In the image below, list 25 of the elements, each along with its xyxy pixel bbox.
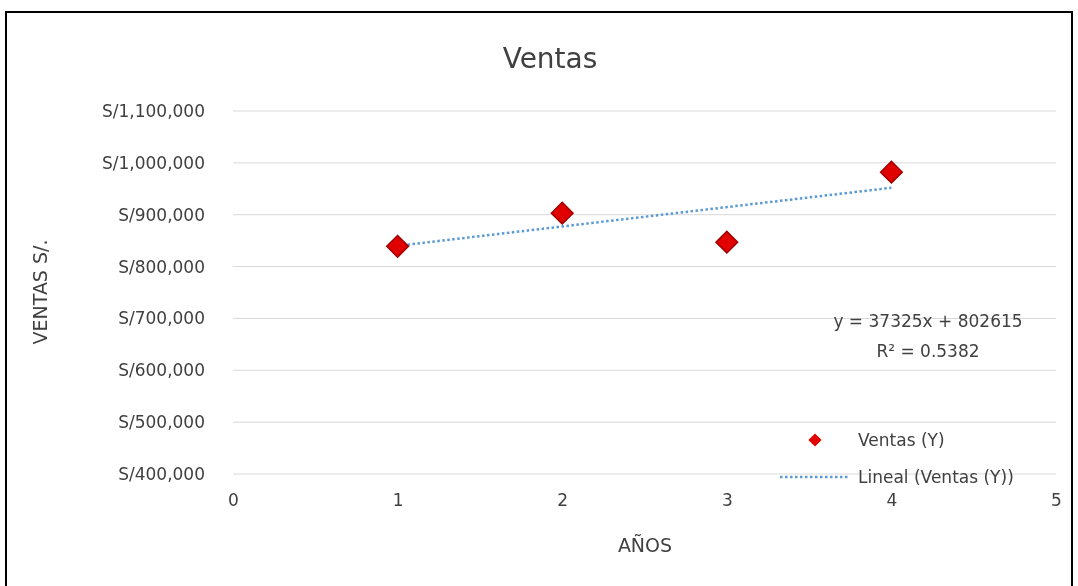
y-tick-label: S/1,100,000 [101,100,205,121]
point [550,201,574,225]
annotation: R² = 0.5382 [876,341,980,361]
legend-label: Ventas (Y) [858,430,945,450]
y-tick-label: S/600,000 [118,360,205,381]
x-tick-label: 5 [1051,490,1062,511]
x-tick-label: 0 [228,490,239,511]
y-axis-title: VENTAS S/. [29,239,51,345]
y-tick-label: S/500,000 [118,412,205,433]
y-tick-label: S/400,000 [118,463,205,484]
x-tick-label: 3 [721,490,733,511]
y-tick-label: S/800,000 [118,256,205,277]
x-tick-label: 4 [886,490,898,511]
y-tick-label: S/1,000,000 [101,152,205,173]
x-axis-title: AÑOS [617,534,673,556]
point [879,160,903,184]
x-tick-label: 2 [557,490,569,511]
x-tick-label: 1 [392,490,404,511]
y-tick-label: S/700,000 [118,308,205,329]
chart-title: Ventas [502,42,598,75]
point [386,234,410,258]
y-tick-label: S/900,000 [118,204,205,225]
point [715,230,739,254]
annotation: y = 37325x + 802615 [833,311,1023,331]
legend-label: Lineal (Ventas (Y)) [858,467,1014,487]
